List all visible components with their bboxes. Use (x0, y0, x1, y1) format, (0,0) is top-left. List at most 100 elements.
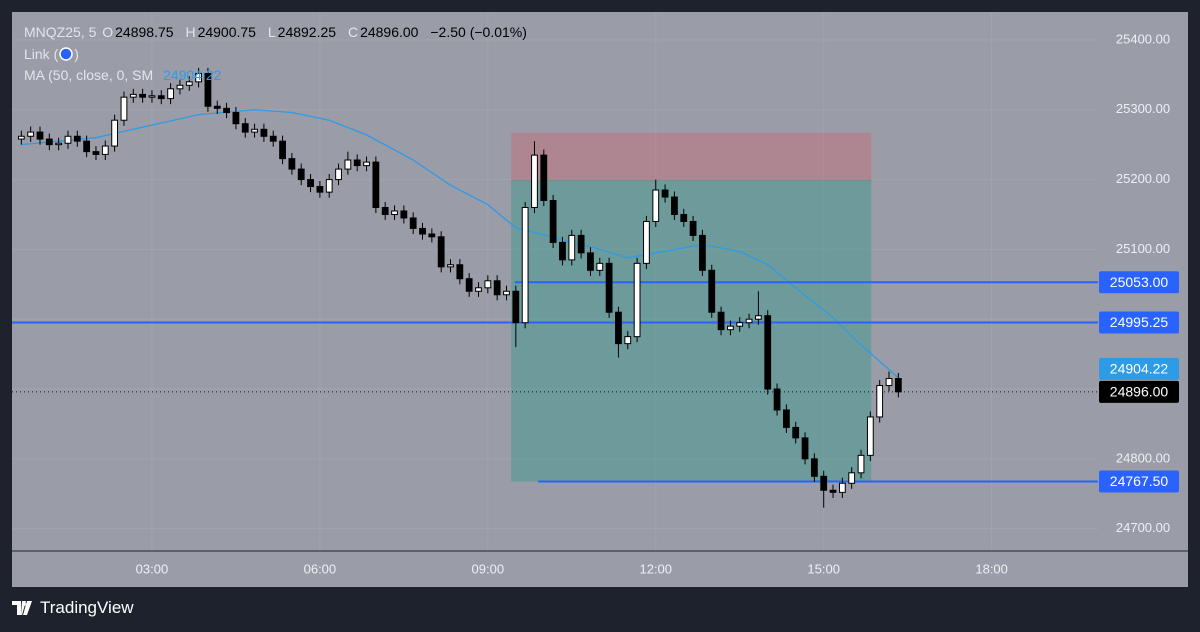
candle-body (577, 234, 585, 254)
candle-body (754, 315, 762, 320)
candle-body (409, 217, 417, 229)
legend-row: MA (50, close, 0, SM 24904.22 (24, 65, 535, 87)
candle-body (92, 151, 100, 155)
candle-body (260, 128, 268, 137)
candle-body (213, 105, 221, 109)
link-label[interactable]: Link ( (24, 45, 59, 62)
candle-body (559, 241, 566, 261)
price-line-label-box (1099, 311, 1179, 334)
legend-row: MNQZ25, 5 O 24898.75 H 24900.75 L 24892.25 … (24, 22, 535, 44)
candle-body (316, 186, 324, 193)
y-tick-label: 24700.00 (1116, 520, 1170, 535)
candle-body (866, 416, 874, 456)
candle-body (773, 388, 781, 411)
candle-body (549, 200, 557, 243)
candle-body (699, 234, 706, 271)
candle-body (288, 158, 296, 170)
candle-body (876, 385, 884, 418)
candle-body (671, 196, 678, 215)
candle-body (885, 378, 893, 387)
change: −2.50 (−0.01%) (430, 24, 527, 40)
ma-price-label: 24904.22 (1110, 361, 1169, 377)
candle-body (167, 88, 175, 100)
candle-body (279, 140, 286, 160)
x-tick-label: 06:00 (304, 561, 337, 576)
candle-body (139, 93, 147, 98)
candle-body (745, 318, 753, 324)
candle-body (661, 189, 669, 198)
y-tick-label: 25300.00 (1116, 101, 1170, 116)
candle-body (223, 107, 230, 114)
candle-body (782, 409, 790, 428)
ma-line (21, 109, 899, 379)
candle-body (689, 220, 697, 236)
ohlc-key: L (267, 24, 276, 40)
candle-body (493, 280, 501, 296)
candle-body (857, 454, 865, 474)
link-label: ) (74, 45, 79, 62)
candle-body (465, 278, 473, 292)
ohlc-key: H (185, 24, 196, 40)
candle-body (503, 290, 510, 296)
legend: MNQZ25, 5 O 24898.75 H 24900.75 L 24892.25 … (24, 22, 535, 87)
ohlc-key: O (102, 24, 114, 40)
candle-body (437, 236, 445, 268)
candle-body (820, 475, 828, 491)
x-tick-label: 18:00 (975, 561, 1008, 576)
candle-body (120, 96, 128, 121)
ohlc-value: 24896.00 (360, 24, 419, 40)
price-line-label: 24767.50 (1110, 473, 1169, 489)
candle-body (624, 336, 632, 345)
candle-body (381, 206, 389, 215)
candle-body (643, 220, 650, 264)
link-dot (59, 46, 73, 61)
candle-body (652, 189, 660, 222)
candle-body (727, 325, 734, 331)
candle-body (325, 179, 333, 193)
candle-body (838, 482, 846, 493)
candle-body (17, 135, 25, 140)
candle-body (615, 311, 622, 345)
candle-body (605, 262, 613, 313)
candle-body (148, 95, 156, 98)
ohlc-value: 24898.75 (115, 24, 174, 40)
candle-body (512, 290, 520, 324)
ohlc-key: C (347, 24, 359, 40)
footer: TradingView (12, 598, 134, 618)
ma-value: 24904.22 (163, 67, 222, 83)
candle-body (335, 168, 342, 181)
candle-body (456, 264, 464, 280)
candle-body (204, 72, 212, 107)
x-tick-label: 15:00 (807, 561, 840, 576)
candle-body (297, 168, 305, 181)
candle-body (540, 154, 548, 202)
y-tick-label: 25400.00 (1116, 31, 1170, 46)
candle-body (353, 159, 361, 167)
y-tick-label: 25200.00 (1116, 171, 1170, 186)
candle-body (307, 179, 314, 188)
x-tick-label: 03:00 (136, 561, 169, 576)
price-line-label: 24995.25 (1110, 314, 1169, 330)
candle-body (521, 206, 529, 324)
candle-body (894, 378, 902, 393)
candle-body (363, 161, 370, 167)
candle-body (27, 131, 35, 137)
candle-body (829, 489, 837, 493)
candle-body (484, 280, 492, 289)
candle-body (195, 72, 202, 83)
candle-body (428, 233, 436, 238)
candle-body (792, 426, 800, 439)
candle-body (64, 135, 72, 144)
candle-body (587, 252, 594, 271)
candle-body (633, 262, 641, 338)
candle-body (157, 95, 165, 100)
candle-body (708, 269, 716, 313)
ma-label: MA (50, close, 0, SM (24, 67, 154, 83)
candle-body (568, 234, 576, 261)
candle-body (101, 145, 109, 155)
candle-body (176, 84, 184, 90)
price-line-label-box (1099, 271, 1179, 294)
candle-body (810, 458, 818, 477)
